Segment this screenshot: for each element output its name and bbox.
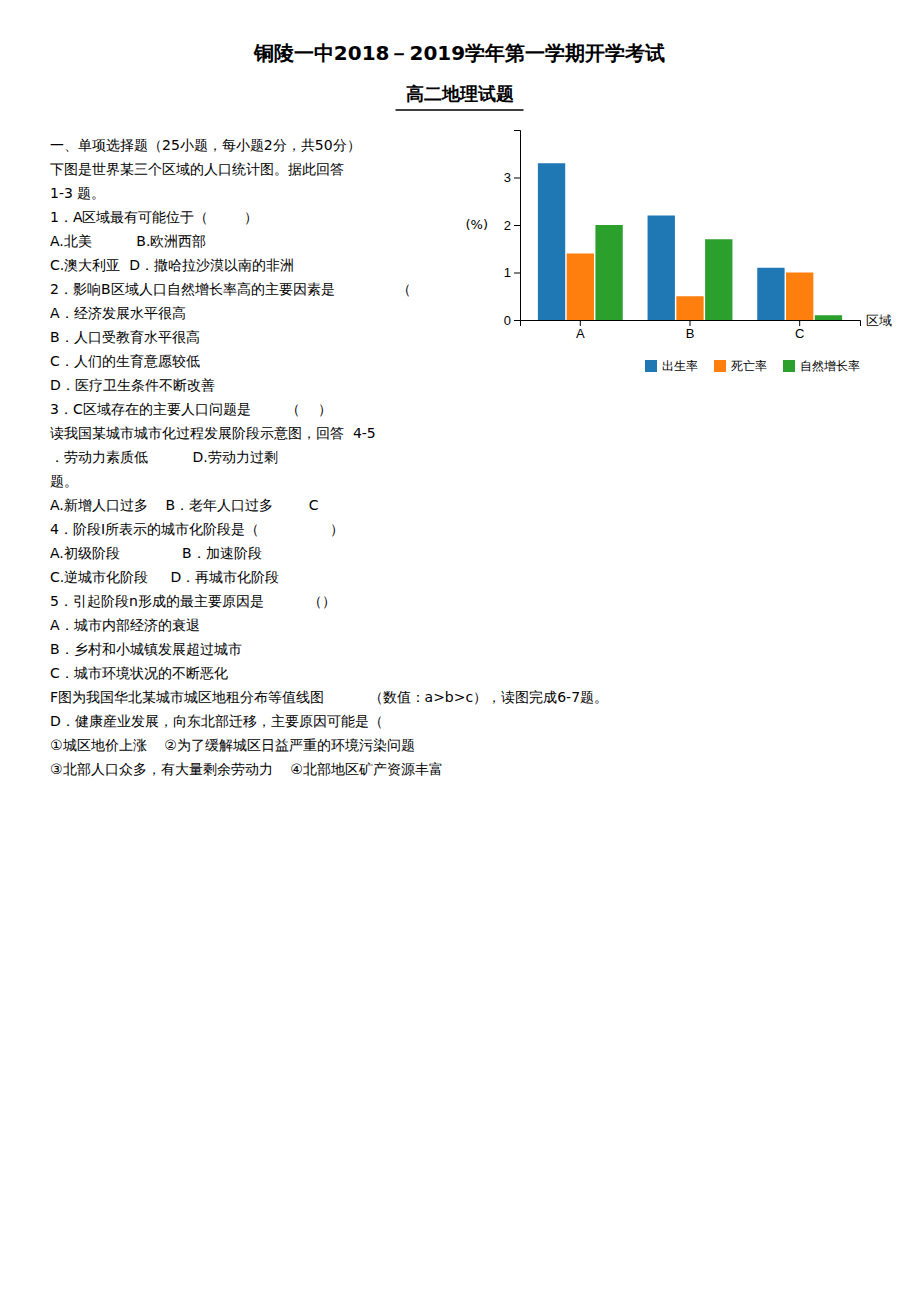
bar-series [595, 225, 842, 320]
x-tick: A [576, 320, 585, 341]
y-axis: 0 1 2 3 [504, 131, 521, 328]
legend-label: 自然增长率 [800, 359, 860, 373]
annotation: 题。 [50, 473, 78, 489]
annotation: A．经济发展水平很高 [50, 305, 186, 321]
x-tick-label: C [795, 326, 804, 341]
legend-item: 出生率 [645, 359, 698, 373]
x-tick: B [686, 320, 695, 341]
x-axis-line [521, 321, 861, 327]
y-tick-label: 2 [504, 218, 511, 233]
annotation: ①城区地价上涨 ②为了缓解城区日益严重的环境污染问题 [50, 737, 415, 753]
y-tick-mark [514, 273, 520, 274]
legend-item: 死亡率 [714, 359, 767, 373]
annotation: 1．A区域最有可能位于（ ） [50, 209, 258, 225]
x-axis-label: 区域 [866, 313, 892, 328]
annotation: B．人口受教育水平很高 [50, 329, 200, 345]
legend-swatch [714, 360, 726, 372]
subtitle: 高二地理试题 [406, 83, 514, 104]
legend-item: 自然增长率 [783, 359, 860, 373]
annotation: A.新增人口过多 B．老年人口过多 C [50, 497, 319, 513]
annotation: 2．影响B区域人口自然增长率高的主要因素是 （ [50, 281, 411, 297]
annotation: 5．引起阶段n形成的最主要原因是 （） [50, 593, 336, 609]
bar [757, 268, 784, 320]
annotation: A．城市内部经济的衰退 [50, 617, 200, 633]
annotations: 一、单项选择题（25小题，每小题2分，共50分） 下图是世界某三个区域的人口统计图… [50, 137, 608, 777]
page: 铜陵一中2018－2019学年第一学期开学考试高二地理试题一、单项选择题（25小… [0, 0, 919, 1303]
legend-swatch [783, 360, 795, 372]
annotation: 1-3 题。 [50, 185, 105, 201]
legend: 出生率 死亡率 自然增长率 [645, 359, 860, 373]
annotation: 下图是世界某三个区域的人口统计图。据此回答 [50, 161, 344, 177]
y-tick: 0 [504, 313, 520, 328]
bar [786, 273, 813, 321]
bar [648, 216, 675, 321]
x-axis: A B C [521, 320, 861, 341]
annotation: B．乡村和小城镇发展超过城市 [50, 641, 242, 657]
y-tick: 2 [504, 218, 520, 233]
bar [595, 225, 622, 320]
x-tick-mark [580, 320, 581, 326]
bar-series [538, 163, 785, 320]
annotation: C.逆城市化阶段 D．再城市化阶段 [50, 569, 279, 585]
y-tick: 3 [504, 170, 520, 185]
x-tick-mark [690, 320, 691, 326]
annotation: D．医疗卫生条件不断改善 [50, 377, 215, 393]
x-tick-mark [799, 320, 800, 326]
legend-swatch [645, 360, 657, 372]
annotation: 一、单项选择题（25小题，每小题2分，共50分） [50, 137, 361, 153]
annotation: A.北美 B.欧洲西部 [50, 233, 206, 249]
y-axis-label: (%) [466, 217, 489, 232]
y-tick-mark [514, 178, 520, 179]
bar-chart: A B C 0 1 2 3 (%) 区域出生率 死亡率 自然增长率 [466, 131, 893, 374]
bar [705, 239, 732, 320]
subtitle-underline [396, 109, 524, 111]
annotation: ．劳动力素质低 D.劳动力过剩 [50, 449, 278, 465]
annotation: A.初级阶段 B．加速阶段 [50, 545, 262, 561]
title: 铜陵一中2018－2019学年第一学期开学考试 [253, 41, 665, 65]
x-tick-label: B [686, 326, 695, 341]
bar [538, 163, 565, 320]
x-tick-label: A [576, 326, 585, 341]
annotation: F图为我国华北某城市城区地租分布等值线图 （数值：a>b>c），读图完成6-7题… [50, 689, 608, 705]
y-tick-label: 1 [504, 265, 511, 280]
annotation: 4．阶段I所表示的城市化阶段是（ ） [50, 521, 344, 537]
annotation: 3．C区域存在的主要人口问题是 （ ） [50, 401, 332, 417]
y-tick-mark [514, 225, 520, 226]
y-tick-label: 0 [504, 313, 511, 328]
x-tick: C [795, 320, 804, 341]
annotation: 读我国某城市城市化过程发展阶段示意图，回答 4-5 [50, 425, 376, 441]
y-tick-label: 3 [504, 170, 511, 185]
annotation: ③北部人口众多，有大量剩余劳动力 ④北部地区矿产资源丰富 [50, 761, 443, 777]
bars [538, 163, 842, 320]
annotation: C．人们的生育意愿较低 [50, 353, 200, 369]
annotation: C.澳大利亚 D．撒哈拉沙漠以南的非洲 [50, 257, 294, 273]
annotation: D．健康産业发展，向东北部迁移，主要原因可能是（ [50, 713, 383, 729]
bar [567, 254, 594, 321]
legend-label: 出生率 [662, 359, 698, 373]
annotation: C．城市环境状况的不断恶化 [50, 665, 228, 681]
bar [676, 296, 703, 320]
y-axis-line [514, 131, 521, 321]
y-tick-mark [514, 320, 520, 321]
legend-label: 死亡率 [731, 359, 767, 373]
y-tick: 1 [504, 265, 520, 280]
bar [815, 315, 842, 320]
